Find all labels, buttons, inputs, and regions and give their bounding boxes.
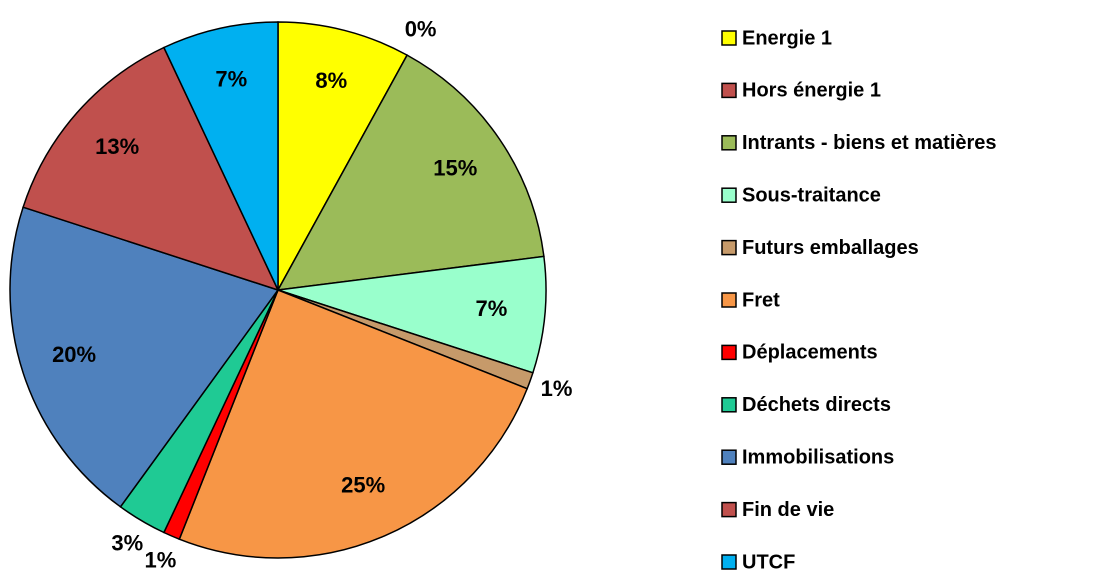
legend-label: Fret — [742, 289, 780, 311]
data-label: 1% — [541, 376, 573, 401]
pie-slice — [277, 21, 409, 291]
data-label: 15% — [433, 155, 477, 180]
data-label: 7% — [476, 296, 508, 321]
legend-swatch — [721, 344, 737, 361]
legend-swatch — [721, 501, 737, 518]
legend-label: Hors énergie 1 — [742, 80, 881, 102]
data-label: 25% — [341, 473, 385, 498]
legend-label: Energie 1 — [742, 27, 832, 49]
pie-slice — [276, 54, 545, 291]
data-label: 13% — [95, 134, 139, 159]
pie-slice — [162, 21, 279, 291]
data-label: 0% — [405, 16, 437, 41]
legend-swatch — [721, 554, 737, 570]
legend-swatch — [721, 82, 737, 99]
legend-swatch — [721, 292, 737, 308]
legend-label: Immobilisations — [742, 446, 894, 468]
data-label: 7% — [215, 67, 247, 92]
legend-label: Intrants - biens et matières — [742, 132, 997, 154]
pie-slice — [277, 255, 547, 374]
legend-label: UTCF — [742, 551, 795, 573]
legend-swatch — [721, 135, 737, 151]
legend-label: Déplacements — [742, 342, 878, 364]
legend-label: Futurs emballages — [742, 237, 919, 259]
legend-swatch — [721, 397, 737, 413]
legend-label: Sous-traitance — [742, 184, 881, 206]
pie-slice — [178, 289, 529, 559]
data-label: 3% — [111, 531, 143, 556]
legend-swatch — [721, 449, 737, 465]
pie-slice — [9, 206, 280, 508]
legend-swatch — [721, 239, 737, 256]
data-label: 8% — [315, 68, 347, 93]
legend-swatch — [721, 187, 737, 203]
data-label: 20% — [52, 342, 96, 367]
legend-label: Fin de vie — [742, 499, 834, 521]
data-label: 1% — [145, 547, 177, 572]
legend-swatch — [721, 30, 737, 46]
legend-label: Déchets directs — [742, 394, 891, 416]
pie-slice — [22, 46, 280, 292]
